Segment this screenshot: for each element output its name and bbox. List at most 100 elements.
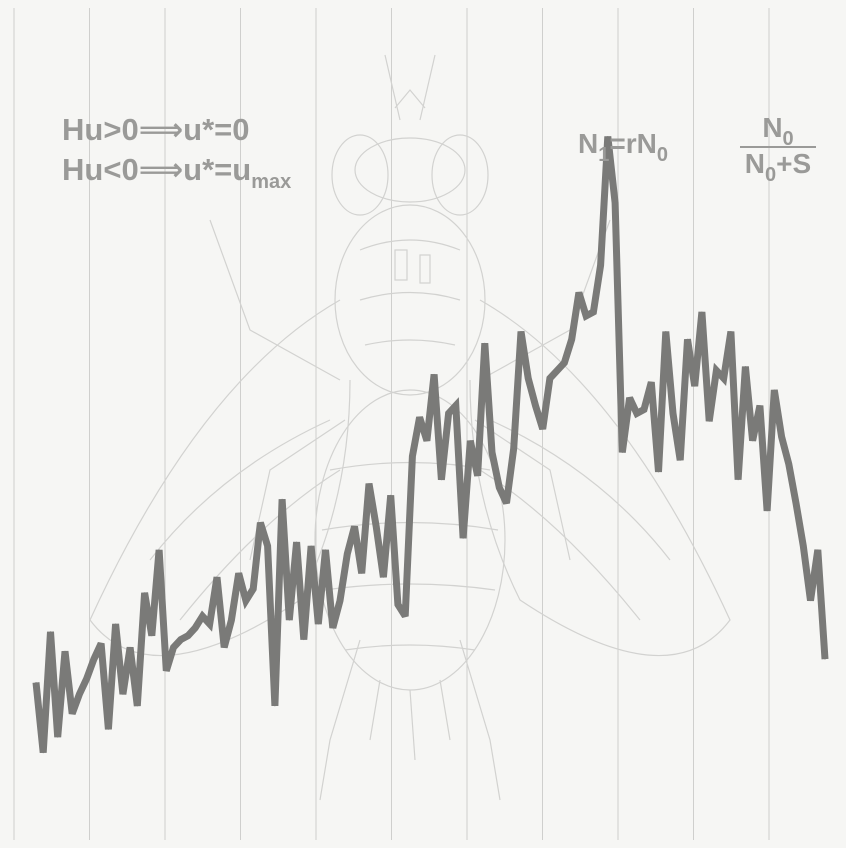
data-point — [824, 658, 826, 660]
data-point — [165, 670, 167, 672]
data-point — [694, 385, 696, 387]
data-point — [180, 639, 182, 641]
data-point — [144, 592, 146, 594]
formula-operator: = — [609, 128, 626, 159]
data-point — [310, 545, 312, 547]
formula-line-1: Hu>0⟹u*=0 — [62, 112, 250, 148]
data-point — [368, 483, 370, 485]
data-point — [71, 713, 73, 715]
data-point — [462, 537, 464, 539]
data-point — [194, 627, 196, 629]
data-point — [173, 646, 174, 648]
data-point — [549, 377, 551, 379]
data-point — [491, 451, 493, 453]
data-point — [78, 693, 80, 695]
data-point — [245, 600, 247, 602]
data-point — [535, 405, 536, 407]
formula-term: u* — [183, 152, 215, 187]
data-point — [658, 471, 659, 473]
data-point — [93, 658, 95, 660]
formula-subscript: 1 — [598, 144, 610, 166]
formula-operator: = — [214, 152, 233, 187]
formula-operator: > — [103, 112, 122, 147]
formula-subscript: 0 — [765, 164, 777, 186]
data-point — [390, 494, 392, 496]
data-point — [230, 619, 232, 621]
formula-term: rN — [625, 128, 657, 159]
data-point — [563, 362, 565, 364]
data-point — [296, 541, 298, 543]
data-point — [484, 342, 486, 344]
population-formula: N1=rN0 N0 N0+S — [578, 112, 818, 200]
data-point — [498, 487, 500, 488]
data-point — [419, 416, 421, 418]
data-point — [129, 646, 131, 648]
data-point — [723, 377, 725, 379]
formula-denominator-rest: +S — [776, 148, 812, 179]
data-point — [325, 549, 326, 551]
implies-symbol: ⟹ — [138, 112, 184, 147]
formula-term: Hu — [62, 112, 104, 147]
data-point — [122, 693, 124, 695]
data-point — [759, 405, 761, 407]
data-point — [404, 615, 406, 617]
data-point — [469, 440, 471, 442]
data-point — [57, 736, 59, 738]
data-point — [107, 728, 109, 730]
formula-subscript: 0 — [656, 144, 668, 166]
data-point — [766, 510, 768, 512]
data-point — [209, 623, 211, 625]
data-point — [701, 311, 703, 313]
data-point — [426, 440, 428, 442]
data-point — [259, 522, 261, 524]
data-point — [100, 643, 102, 644]
data-point — [578, 292, 580, 293]
data-point — [411, 455, 413, 457]
data-point — [687, 338, 688, 340]
plot-area — [32, 136, 829, 754]
data-point — [433, 373, 435, 375]
data-point — [629, 397, 631, 399]
data-point — [158, 549, 160, 551]
data-point — [810, 600, 811, 602]
data-point — [781, 436, 783, 438]
data-point — [339, 600, 341, 602]
data-point — [600, 264, 602, 266]
data-point — [607, 136, 609, 137]
data-point — [802, 545, 804, 547]
data-point — [267, 545, 269, 547]
data-point — [592, 311, 594, 313]
data-point — [556, 370, 558, 371]
data-point — [332, 627, 334, 629]
data-point — [737, 479, 739, 481]
data-point — [86, 678, 88, 680]
data-point — [585, 315, 587, 317]
data-point — [375, 526, 377, 527]
data-point — [274, 705, 276, 707]
formula-numerator: N — [762, 112, 783, 143]
data-point — [115, 623, 117, 625]
data-point — [744, 366, 746, 368]
data-point — [187, 635, 189, 637]
data-point — [35, 682, 37, 683]
data-point — [288, 619, 290, 621]
data-point — [773, 389, 775, 391]
data-point — [795, 502, 797, 504]
formula-operator: = — [214, 112, 233, 147]
formula-term: 0 — [121, 112, 139, 147]
implies-symbol: ⟹ — [138, 152, 184, 187]
formula-term: 0 — [232, 112, 250, 147]
data-point — [817, 549, 819, 551]
data-point — [202, 615, 203, 617]
data-point — [42, 752, 44, 754]
data-point — [136, 705, 138, 707]
formula-operator: < — [103, 152, 122, 187]
data-point — [650, 381, 652, 383]
formula-fraction: N0 N0+S — [740, 112, 816, 186]
data-point — [382, 576, 384, 578]
data-point — [506, 502, 507, 504]
formula-subscript: 0 — [782, 128, 794, 150]
data-point — [252, 588, 254, 590]
data-point — [672, 412, 674, 414]
